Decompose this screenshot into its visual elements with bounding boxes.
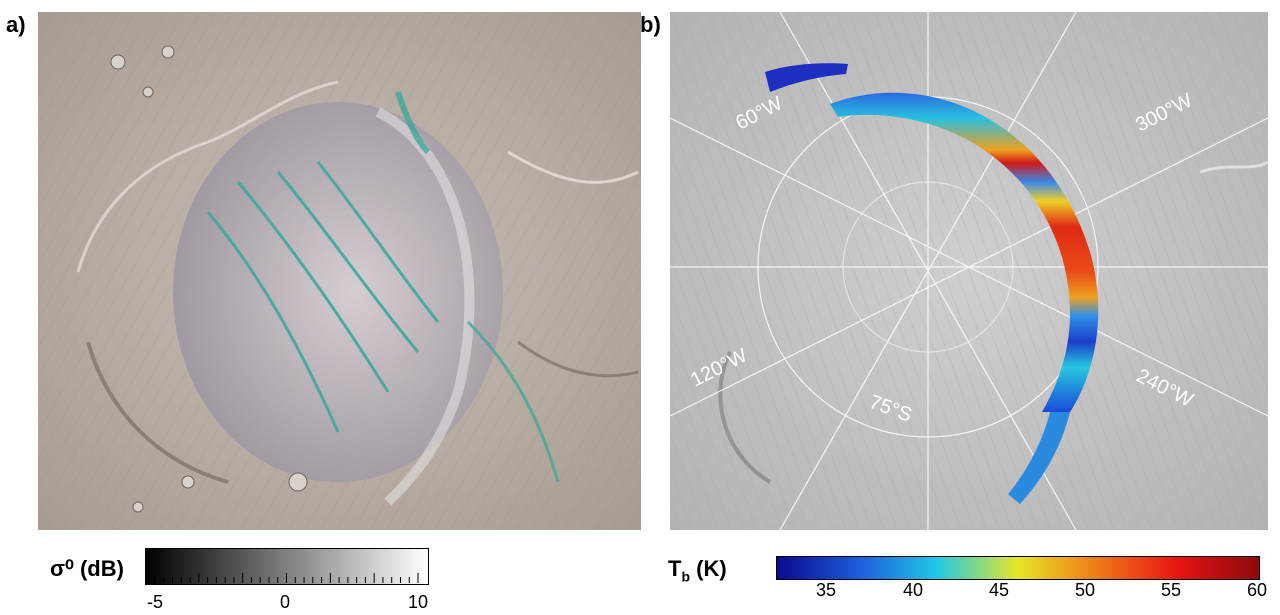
- tb-swath-arc: [830, 92, 1099, 412]
- colorbar-b-title-unit: (K): [690, 556, 727, 581]
- colorbar-b-tick-45: 45: [988, 580, 1010, 600]
- colorbar-b-tick-35: 35: [815, 580, 837, 600]
- panel-b-label: b): [640, 12, 661, 37]
- tb-swath-short: [765, 63, 848, 92]
- colorbar-b-title-sub: b: [681, 568, 691, 585]
- colorbar-b-tick-55: 55: [1160, 580, 1182, 600]
- colorbar-b-tick-50: 50: [1074, 580, 1096, 600]
- panel-a-label: a): [6, 12, 26, 37]
- polar-grid: [670, 12, 1268, 530]
- tb-swath-tail: [1008, 412, 1070, 504]
- colorbar-a-ticks: [154, 573, 419, 583]
- colorbar-b-title-main: T: [668, 556, 682, 581]
- colorbar-a-tick-0: 0: [279, 592, 291, 612]
- colorbar-a-tick-neg5: -5: [146, 592, 164, 612]
- colorbar-a-tick-10: 10: [407, 592, 429, 612]
- colorbar-b: [776, 556, 1260, 580]
- brightness-temperature-map: 60°W 300°W 120°W 240°W 75°S: [670, 12, 1268, 530]
- colorbar-b-title: Tb (K): [668, 556, 727, 584]
- colorbar-a-title: σ⁰ (dB): [50, 556, 124, 581]
- radar-mosaic-image: [38, 12, 641, 530]
- colorbar-b-tick-40: 40: [902, 580, 924, 600]
- colorbar-b-tick-60: 60: [1246, 580, 1268, 600]
